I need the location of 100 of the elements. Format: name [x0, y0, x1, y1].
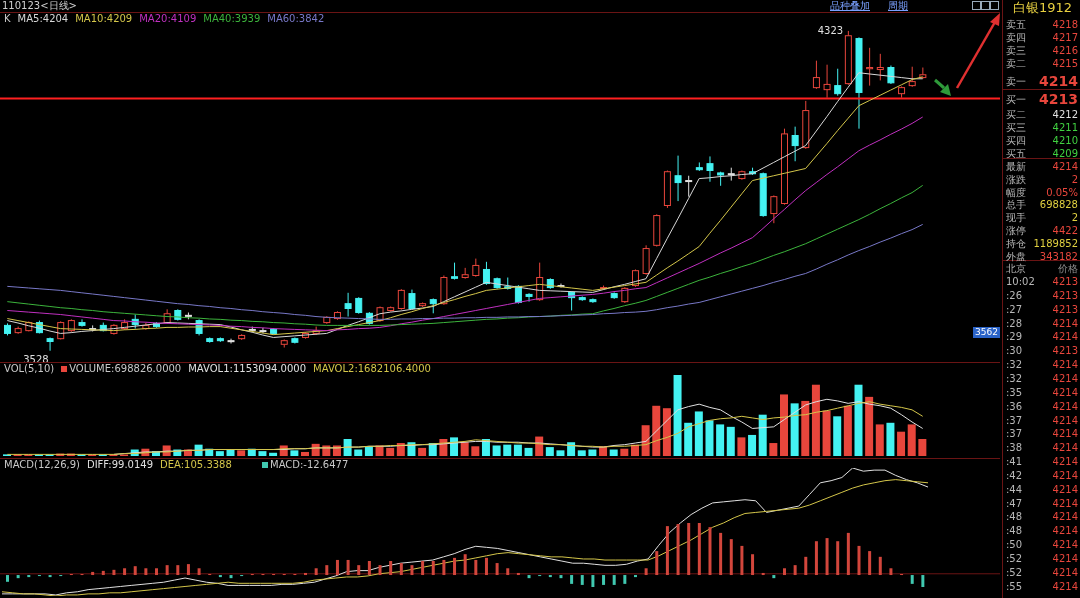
text: :42 — [1006, 468, 1023, 482]
text: 价格 — [1058, 262, 1078, 275]
text: 4214 — [1052, 552, 1078, 565]
text: 4214 — [1052, 316, 1078, 330]
text: 涨跌 — [1006, 172, 1026, 186]
text: 总手 — [1006, 198, 1026, 212]
text: MA60:3842 — [267, 13, 325, 25]
text: :26 — [1006, 288, 1023, 302]
text: 4214 — [1052, 399, 1078, 413]
text: :55 — [1006, 579, 1023, 593]
text: MA20:4109 — [139, 13, 197, 25]
text: :32 — [1006, 371, 1023, 385]
text: 4422 — [1052, 224, 1078, 237]
text: 4214 — [1052, 510, 1078, 524]
chart-title: VOL(5,10) — [4, 363, 55, 375]
text: 4209 — [1052, 147, 1078, 160]
text: :48 — [1006, 524, 1023, 538]
text: :52 — [1006, 552, 1023, 565]
text: 4211 — [1052, 121, 1078, 134]
text: 4214 — [1052, 371, 1078, 385]
text: DEA:105.3388 — [160, 459, 232, 471]
text: :32 — [1006, 358, 1023, 372]
text: 卖三 — [1006, 44, 1026, 57]
annotation: 4323 — [817, 25, 844, 37]
text: 1189852 — [1033, 236, 1078, 250]
text: 卖四 — [1006, 31, 1026, 44]
text: 4214 — [1039, 73, 1078, 89]
text: 4213 — [1052, 288, 1078, 302]
text: 4214 — [1052, 441, 1078, 455]
text: 4210 — [1052, 134, 1078, 147]
text: :38 — [1006, 441, 1023, 455]
text: MAVOL1:1153094.0000 — [188, 363, 307, 375]
text: :44 — [1006, 482, 1023, 496]
text: 4214 — [1052, 427, 1078, 441]
text: 外盘 — [1006, 249, 1026, 263]
text: 4214 — [1052, 358, 1078, 372]
text: 2 — [1071, 211, 1078, 225]
text: 0.05% — [1046, 185, 1078, 199]
text: 10:02 — [1006, 275, 1035, 288]
legend-label: MACD:-12.6477 — [269, 459, 349, 471]
text: 4213 — [1052, 275, 1078, 288]
text: 4214 — [1052, 413, 1078, 427]
text: :37 — [1006, 427, 1023, 441]
text: 4214 — [1052, 538, 1078, 552]
text: :36 — [1006, 399, 1023, 413]
text: 4214 — [1052, 160, 1078, 173]
text: 4213 — [1052, 302, 1078, 316]
text: 卖一 — [1006, 75, 1026, 88]
text: MAVOL2:1682106.4000 — [313, 363, 431, 375]
text: 4218 — [1052, 18, 1078, 31]
text: MA10:4209 — [75, 13, 133, 25]
text: MA40:3939 — [203, 13, 261, 25]
text: 北京 — [1006, 262, 1026, 275]
text: 涨停 — [1006, 224, 1026, 237]
text: 品种叠加 — [830, 0, 870, 12]
annotation: 3528 — [23, 353, 49, 365]
text: 3562 — [973, 327, 1000, 338]
text: 买一 — [1006, 93, 1026, 106]
text: 4215 — [1052, 57, 1078, 70]
text: :52 — [1006, 565, 1023, 579]
text: 4214 — [1052, 385, 1078, 399]
text: :37 — [1006, 413, 1023, 427]
text: :48 — [1006, 510, 1023, 524]
text: 4214 — [1052, 496, 1078, 510]
chart-title: 110123<日线> — [2, 0, 77, 12]
text: 买二 — [1006, 108, 1026, 121]
text: 4214 — [1052, 455, 1078, 469]
text: 持仓 — [1006, 236, 1026, 250]
text: :35 — [1006, 385, 1023, 399]
text: 4214 — [1052, 482, 1078, 496]
text: :47 — [1006, 496, 1023, 510]
text: 4214 — [1052, 524, 1078, 538]
text: :27 — [1006, 302, 1023, 316]
legend-label: VOLUME:698826.0000 — [68, 363, 182, 375]
text: 2 — [1071, 172, 1078, 186]
text: :50 — [1006, 538, 1023, 552]
text: :41 — [1006, 455, 1023, 469]
text: 白银1912 — [1013, 0, 1073, 16]
text: 4213 — [1052, 344, 1078, 358]
text: 4213 — [1039, 91, 1078, 107]
text: 4214 — [1052, 468, 1078, 482]
text: 买四 — [1006, 134, 1026, 147]
text: 4212 — [1052, 108, 1078, 121]
text: 卖五 — [1006, 18, 1026, 31]
text: 343182 — [1039, 249, 1078, 263]
text: DIFF:99.0149 — [86, 459, 154, 471]
text: :29 — [1006, 330, 1023, 344]
text: 买三 — [1006, 121, 1026, 134]
text: 幅度 — [1006, 185, 1026, 199]
text: :28 — [1006, 316, 1023, 330]
text: MA5:4204 — [17, 13, 69, 25]
text: 买五 — [1006, 147, 1026, 160]
text: 4217 — [1052, 31, 1078, 44]
text: 4214 — [1052, 565, 1078, 579]
chart-title: MACD(12,26,9) — [4, 459, 80, 471]
text: 4214 — [1052, 330, 1078, 344]
text: 698828 — [1039, 198, 1078, 212]
text: 最新 — [1006, 160, 1026, 173]
text: 卖二 — [1006, 57, 1026, 70]
text: 现手 — [1006, 211, 1026, 225]
